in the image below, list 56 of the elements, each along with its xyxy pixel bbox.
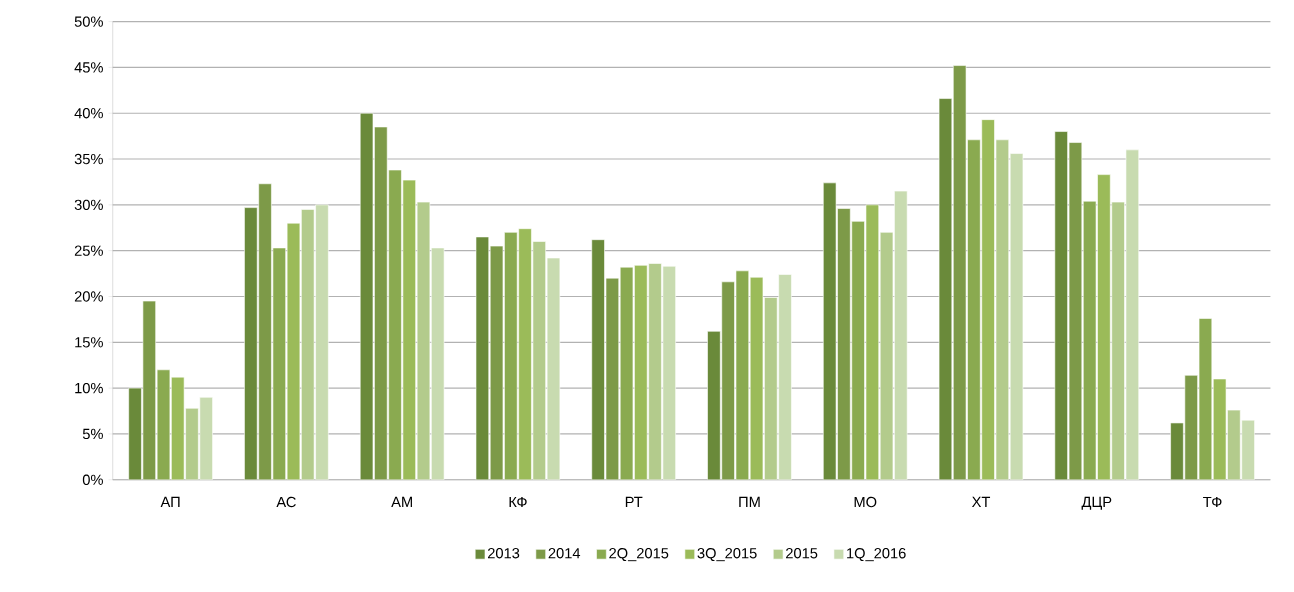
bar (1170, 422, 1184, 480)
y-tick-label: 10% (75, 383, 103, 394)
bar (851, 221, 865, 480)
legend-label: 1Q_2016 (847, 548, 906, 562)
y-tick-label: 20% (74, 291, 103, 302)
x-tick-label: КФ (509, 497, 527, 508)
bar (315, 204, 329, 480)
bar (707, 331, 721, 480)
bar (894, 190, 908, 480)
bar (128, 388, 142, 480)
bar (388, 169, 402, 480)
bar (1184, 375, 1198, 480)
bar (258, 183, 272, 480)
y-tick-label: 30% (74, 199, 103, 211)
y-tick-label: 50% (74, 16, 103, 27)
bar (199, 397, 213, 480)
y-tick-label: 45% (74, 62, 103, 73)
bar (518, 228, 532, 480)
legend-label: 2015 (786, 548, 818, 559)
x-tick-label: МО (854, 497, 877, 508)
bar (504, 232, 518, 480)
bar (967, 139, 981, 480)
bar (634, 265, 648, 480)
bar (1241, 420, 1255, 480)
y-tick-label: 35% (74, 154, 103, 165)
legend-label: 2Q_2015 (609, 548, 669, 562)
bar (591, 239, 605, 480)
legend-label: 2013 (487, 548, 520, 559)
bar (1097, 174, 1111, 480)
y-tick-label: 15% (75, 337, 103, 348)
x-tick-label: ХТ (971, 497, 991, 508)
y-tick-label: 25% (74, 245, 103, 257)
bar (1054, 131, 1068, 480)
bar (721, 281, 735, 480)
bar (1111, 201, 1125, 480)
legend-label: 3Q_2015 (697, 548, 757, 562)
x-tick-label: РТ (625, 497, 643, 508)
bar (244, 207, 258, 480)
y-tick-label: 40% (74, 108, 103, 119)
x-tick-label: ПМ (739, 497, 760, 508)
x-tick-label: ДЦР (1081, 497, 1112, 511)
bar (981, 119, 995, 480)
y-tick-label: 0% (82, 474, 103, 486)
bar (185, 408, 199, 480)
x-tick-label: АП (160, 497, 180, 508)
bar (1227, 410, 1241, 480)
bar (648, 263, 662, 480)
bar (374, 126, 388, 480)
bar (837, 208, 851, 480)
bar (764, 297, 778, 480)
bar (778, 274, 792, 480)
x-tick-label: АС (276, 497, 296, 508)
y-tick-label: 5% (82, 428, 103, 440)
x-tick-label: АМ (391, 497, 412, 508)
legend-label: 2014 (548, 548, 581, 559)
x-tick-label: ТФ (1203, 497, 1222, 508)
